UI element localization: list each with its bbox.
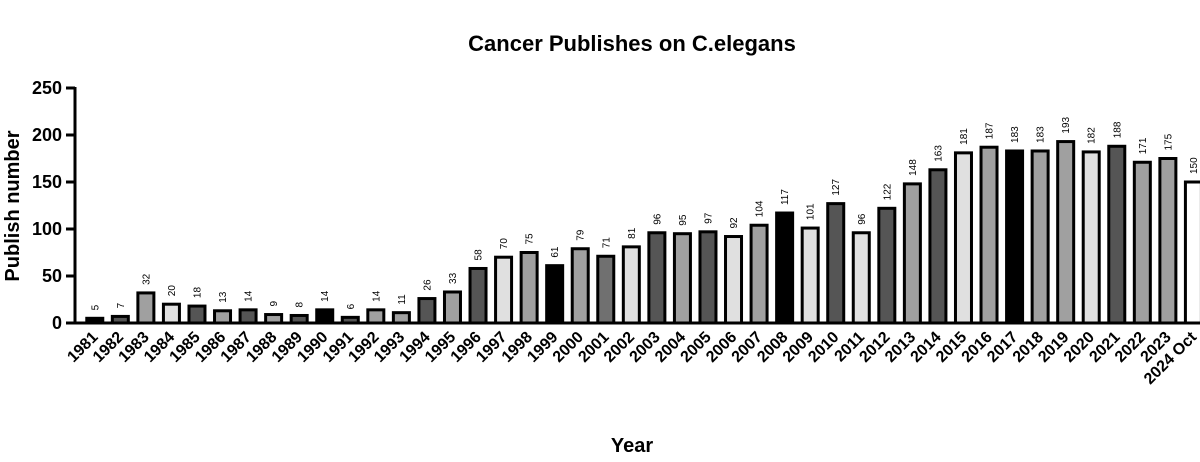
- data-label: 8: [295, 301, 306, 307]
- data-labels-group: 5 7 32 20 18 13 14 9 8 14 6 14 11 26 33 58 70 75 61 79 71 81 9…: [90, 116, 1200, 310]
- data-label: 97: [703, 212, 714, 224]
- data-label: 101: [806, 203, 817, 220]
- data-label: 20: [167, 285, 178, 297]
- data-label: 58: [474, 249, 485, 261]
- bar-1984: [161, 302, 181, 325]
- y-tick-label: 200: [32, 125, 62, 145]
- y-tick-label: 50: [42, 266, 62, 286]
- bar-1990: [315, 308, 335, 325]
- data-label: 6: [346, 303, 357, 309]
- data-label: 148: [908, 159, 919, 176]
- bar-2021: [1107, 144, 1127, 325]
- data-label: 92: [729, 217, 740, 229]
- bar-2016: [979, 145, 999, 325]
- bar-1983: [136, 291, 156, 325]
- data-label: 71: [601, 237, 612, 249]
- bar-2024-oct: [1183, 180, 1200, 325]
- data-label: 122: [882, 183, 893, 200]
- bar-1985: [187, 304, 207, 325]
- data-label: 70: [499, 238, 510, 250]
- y-tick-label: 0: [52, 313, 62, 333]
- bar-2005: [698, 230, 718, 325]
- bar-2022: [1132, 160, 1152, 325]
- data-label: 183: [1036, 126, 1047, 143]
- bar-2020: [1081, 150, 1101, 325]
- data-label: 171: [1138, 137, 1149, 154]
- data-label: 9: [269, 301, 280, 307]
- data-label: 96: [857, 213, 868, 225]
- bar-1998: [519, 251, 539, 325]
- data-label: 104: [755, 200, 766, 217]
- bar-1992: [366, 308, 386, 325]
- data-label: 175: [1163, 133, 1174, 150]
- data-label: 183: [1010, 126, 1021, 143]
- data-label: 14: [371, 290, 382, 302]
- data-label: 11: [397, 294, 408, 305]
- bar-2012: [877, 206, 897, 325]
- data-label: 33: [448, 272, 459, 284]
- data-label: 182: [1087, 127, 1098, 144]
- bar-2013: [902, 182, 922, 325]
- x-axis-title: Year: [611, 435, 653, 457]
- data-label: 193: [1061, 116, 1072, 133]
- bar-2023: [1158, 157, 1178, 325]
- bar-2015: [953, 151, 973, 325]
- data-label: 81: [627, 227, 638, 239]
- data-label: 61: [550, 246, 561, 258]
- y-axis: 0 50 100 150 200 250: [32, 78, 77, 333]
- data-label: 96: [652, 213, 663, 225]
- bar-2011: [851, 231, 871, 325]
- bar-2001: [596, 254, 616, 325]
- data-label: 5: [90, 304, 101, 310]
- bar-1996: [468, 266, 488, 325]
- bars-group: [85, 140, 1200, 325]
- data-label: 188: [1112, 121, 1123, 138]
- data-label: 13: [218, 291, 229, 303]
- data-label: 18: [192, 287, 203, 299]
- bar-1993: [391, 311, 411, 325]
- bar-2003: [647, 231, 667, 325]
- data-label: 14: [244, 290, 255, 302]
- data-label: 7: [116, 302, 127, 308]
- bar-2006: [724, 235, 744, 325]
- bar-1994: [417, 297, 437, 325]
- data-label: 181: [959, 128, 970, 145]
- data-label: 26: [422, 279, 433, 291]
- bar-2017: [1005, 149, 1025, 325]
- bar-1999: [545, 264, 565, 325]
- data-label: 150: [1189, 157, 1200, 174]
- x-axis: 1981198219831984198519861987198819891990…: [64, 321, 1200, 388]
- data-label: 187: [985, 122, 996, 139]
- bar-2009: [800, 226, 820, 325]
- bar-1987: [238, 308, 258, 325]
- bar-2002: [621, 245, 641, 325]
- bar-2007: [749, 223, 769, 325]
- bar-2019: [1056, 140, 1076, 325]
- bar-2004: [672, 232, 692, 325]
- y-tick-label: 100: [32, 219, 62, 239]
- data-label: 14: [320, 290, 331, 302]
- chart-title: Cancer Publishes on C.elegans: [468, 31, 796, 56]
- bar-2014: [928, 168, 948, 325]
- data-label: 32: [141, 273, 152, 285]
- data-label: 163: [933, 145, 944, 162]
- bar-2000: [570, 247, 590, 325]
- y-tick-label: 250: [32, 78, 62, 98]
- data-label: 75: [525, 233, 536, 245]
- y-tick-label: 150: [32, 172, 62, 192]
- bar-2010: [826, 202, 846, 325]
- data-label: 95: [678, 214, 689, 226]
- bar-1997: [494, 255, 514, 325]
- bar-1995: [442, 290, 462, 325]
- bar-2008: [775, 211, 795, 325]
- bar-1986: [213, 309, 233, 325]
- bar-2018: [1030, 149, 1050, 325]
- data-label: 117: [780, 189, 791, 205]
- data-label: 79: [576, 229, 587, 241]
- data-label: 127: [831, 178, 842, 195]
- y-axis-title: Publish number: [2, 130, 24, 281]
